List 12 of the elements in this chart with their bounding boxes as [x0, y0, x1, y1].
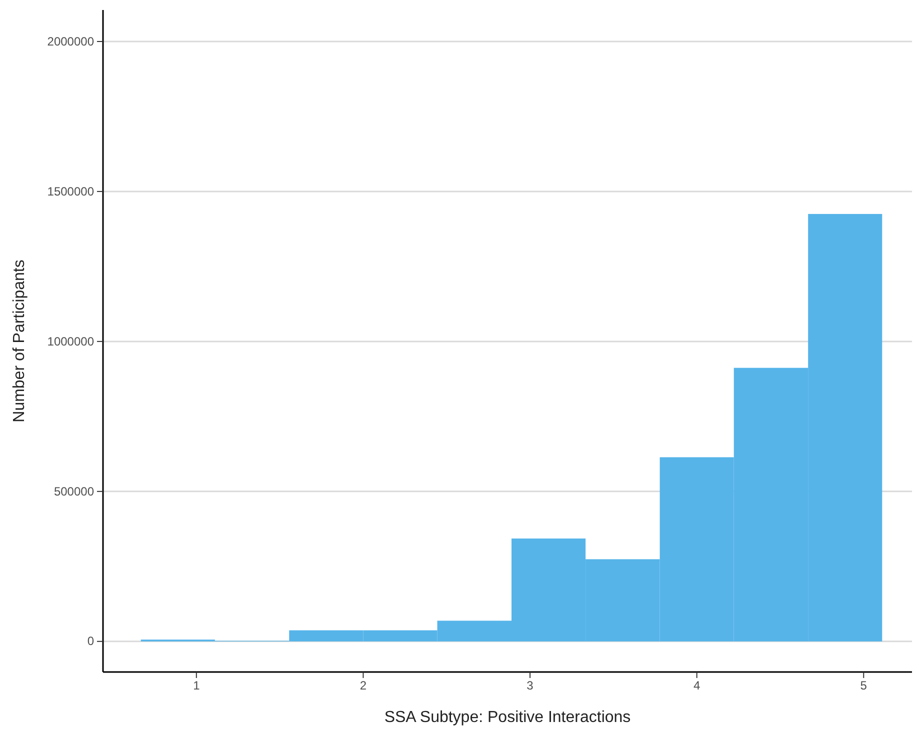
- x-tick-label: 5: [860, 678, 868, 693]
- y-tick-label: 500000: [54, 484, 94, 498]
- x-axis-title: SSA Subtype: Positive Interactions: [384, 709, 631, 726]
- y-tick-label: 0: [87, 634, 94, 648]
- y-axis-title: Number of Participants: [11, 260, 28, 422]
- y-tick-label: 1000000: [47, 334, 94, 348]
- y-tick-label: 2000000: [47, 34, 94, 48]
- x-tick-label: 1: [193, 678, 200, 693]
- x-tick-label: 2: [360, 678, 367, 693]
- y-tick-label: 1500000: [47, 184, 94, 198]
- x-tick-label: 3: [526, 678, 534, 693]
- x-tick-label: 4: [693, 678, 700, 693]
